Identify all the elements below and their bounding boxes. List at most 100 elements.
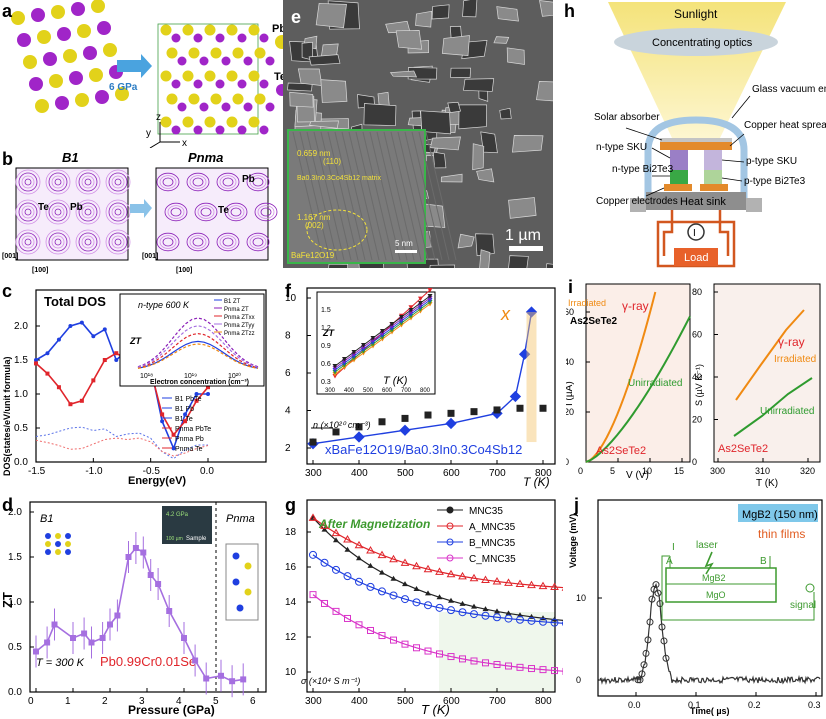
svg-text:n-type Bi2Te3: n-type Bi2Te3: [612, 164, 674, 175]
contour: [51, 175, 65, 189]
svg-text:n-type 600 K: n-type 600 K: [138, 300, 190, 310]
atom: [55, 96, 69, 110]
y-tick-label: 60: [692, 330, 702, 340]
substrate-diagram: [665, 567, 777, 603]
atom: [243, 102, 253, 112]
data-point: [206, 385, 210, 390]
grain: [545, 263, 553, 268]
data-point: [527, 580, 536, 589]
grain: [389, 70, 418, 78]
x-tick-label: 300: [710, 466, 725, 476]
data-point: [370, 336, 376, 341]
contour: [192, 237, 204, 247]
legend-entry: Pnma ZTxx: [224, 315, 255, 321]
panel-a: a 6 GPa Pb Te z y x: [0, 0, 300, 148]
svg-text:ZT: ZT: [0, 592, 15, 608]
y-tick-label: 14: [285, 597, 297, 608]
x-tick-label: 10¹⁹: [184, 373, 197, 380]
atom: [243, 56, 253, 66]
y-tick-label: 0.5: [14, 423, 28, 434]
atom: [43, 52, 57, 66]
atom: [188, 93, 200, 105]
y-tick-label: 2: [285, 443, 291, 454]
formula-label: As2SeTe2: [596, 445, 646, 457]
svg-text:Time( µs): Time( µs): [690, 706, 730, 716]
data-point: [427, 294, 433, 299]
contour: [197, 205, 215, 219]
data-point: [332, 607, 340, 615]
series-line: [585, 291, 657, 463]
svg-text:Unirradiated: Unirradiated: [760, 406, 814, 417]
svg-text:Load: Load: [684, 252, 708, 264]
x-tick-label: 0: [28, 696, 34, 707]
atom: [37, 30, 51, 44]
atom: [182, 24, 194, 36]
load-box: [674, 248, 718, 266]
svg-text:T (K): T (K): [523, 475, 550, 489]
svg-text:(002): (002): [305, 221, 324, 230]
data-point: [321, 526, 328, 532]
svg-text:[001]: [001]: [142, 253, 158, 260]
data-point: [379, 569, 385, 575]
data-point: [550, 618, 559, 627]
y-tick-label: 0: [692, 457, 697, 467]
film-title-box: [738, 504, 818, 522]
lattice-fringe: [355, 131, 387, 261]
copper-heat-spreader: [660, 142, 732, 150]
grain: [320, 79, 348, 103]
contour: [164, 202, 188, 222]
series-line: [312, 594, 563, 672]
contour: [114, 178, 122, 186]
pressure-label: 6 GPa: [109, 82, 138, 93]
laser-icon: [704, 551, 714, 575]
x-tick-label: 10: [642, 466, 652, 476]
contour: [81, 205, 95, 219]
atom: [45, 541, 51, 547]
contour: [18, 172, 38, 192]
svg-text:z: z: [156, 112, 161, 123]
data-point: [192, 657, 199, 664]
y-tick-label: 0.0: [14, 457, 28, 468]
legend-entry: B1 Pb: [175, 406, 194, 413]
svg-text:Heat sink: Heat sink: [680, 196, 726, 208]
legend-entry: B1 PbTe: [175, 396, 202, 403]
data-point: [435, 603, 444, 612]
atom: [259, 125, 269, 135]
grain: [297, 68, 323, 87]
contour: [111, 205, 125, 219]
panel-label-g: g: [285, 495, 296, 515]
grain: [308, 54, 341, 66]
y-tick-label: 1.5: [321, 307, 331, 314]
data-point: [550, 582, 559, 590]
atom: [31, 8, 45, 22]
dos-xlabel: Energy(eV): [128, 475, 186, 487]
contour: [246, 172, 270, 192]
svg-text:Irradiated: Irradiated: [774, 354, 816, 365]
series-line: [137, 332, 259, 369]
data-point: [102, 327, 107, 332]
contour: [15, 199, 41, 225]
atom: [171, 79, 181, 89]
atom: [166, 47, 178, 59]
data-point: [390, 575, 397, 581]
p-type-bite-leg: [704, 170, 722, 184]
data-point: [447, 409, 455, 417]
contour: [75, 229, 101, 255]
panel-label-b: b: [2, 149, 13, 169]
svg-text:Irradiated: Irradiated: [568, 298, 606, 308]
atom: [89, 68, 103, 82]
b1-title: B1: [62, 150, 79, 165]
data-point: [435, 567, 444, 575]
y-tick-label: 0.5: [8, 642, 22, 653]
atom: [182, 116, 194, 128]
data-point: [446, 569, 456, 578]
atom: [65, 549, 71, 555]
data-point: [343, 572, 352, 581]
grain: [476, 168, 495, 183]
data-point: [206, 392, 210, 396]
data-point: [34, 361, 38, 366]
contour: [48, 202, 68, 222]
grain: [432, 151, 447, 169]
data-point: [44, 639, 51, 646]
data-point: [399, 315, 404, 320]
